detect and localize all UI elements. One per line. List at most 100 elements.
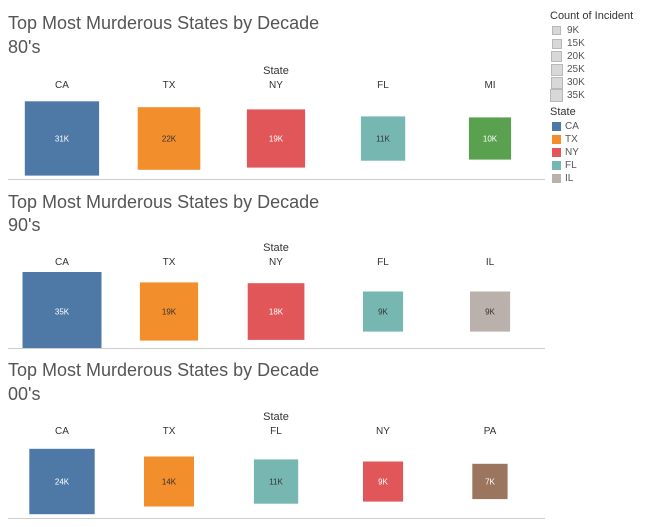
category-label: FL [377,257,389,268]
chart-title: Top Most Murderous States by Decade [8,13,320,33]
color-swatch [552,148,561,157]
chart-subtitle: 80's [8,37,41,57]
color-legend-label: IL [565,173,574,184]
category-label: IL [486,257,495,268]
data-label: 9K [378,478,388,487]
panel-divider [8,348,545,349]
square-mark[interactable] [139,282,199,341]
marks-svg: CA 24K TX 14K FL 11K NY 9K PA 7K [29,426,508,515]
size-legend-label: 25K [567,64,585,75]
square-mark[interactable] [468,117,512,160]
square-mark[interactable] [29,448,95,515]
size-legend-label: 20K [567,51,585,62]
category-label: FL [270,426,282,437]
size-swatch [551,38,562,49]
data-label: 11K [269,478,283,487]
category-label: NY [376,426,390,437]
data-label: 9K [378,308,388,317]
size-legend-item[interactable]: 30K [550,76,655,89]
size-legend-item[interactable]: 9K [550,24,655,37]
chart-subtitle: 00's [8,384,41,404]
size-legend-label: 30K [567,77,585,88]
size-legend-label: 15K [567,38,585,49]
size-swatch-wrap [550,37,563,50]
size-legend-title: Count of Incident [550,10,634,22]
color-legend-label: NY [565,147,579,158]
category-label: TX [163,257,176,268]
color-swatch [552,135,561,144]
square-mark[interactable] [144,456,194,507]
legend: Count of Incident 9K 15K 20K 25K 30K 35K Stat… [550,10,655,185]
size-legend-item[interactable]: 25K [550,63,655,76]
data-label: 19K [162,308,177,317]
square-mark[interactable] [137,107,201,170]
color-swatch [552,122,561,131]
category-label: CA [55,426,69,437]
data-label: 35K [55,308,70,317]
size-swatch-wrap [550,24,563,37]
color-legend-item[interactable]: CA [550,120,655,133]
data-label: 18K [269,308,284,317]
color-legend-label: FL [565,160,577,171]
column-axis-title: State [263,65,289,77]
column-axis-title: State [263,411,289,423]
panel-divider [8,518,545,519]
size-legend-item[interactable]: 35K [550,89,655,102]
square-mark[interactable] [22,272,102,349]
color-legend-label: TX [565,134,578,145]
data-label: 7K [485,478,495,487]
color-legend-item[interactable]: NY [550,146,655,159]
square-mark[interactable] [360,116,406,161]
panel-divider [8,179,545,180]
size-swatch-wrap [550,50,563,63]
size-swatch [550,76,563,89]
color-legend-item[interactable]: FL [550,159,655,172]
square-mark[interactable] [247,283,305,340]
size-legend-item[interactable]: 15K [550,37,655,50]
color-legend-item[interactable]: IL [550,172,655,185]
data-label: 19K [269,135,284,144]
square-mark[interactable] [363,461,404,502]
category-label: NY [269,257,283,268]
size-swatch-wrap [550,63,563,76]
category-label: TX [163,426,176,437]
category-label: CA [55,80,69,91]
data-label: 24K [55,478,70,487]
square-mark[interactable] [363,291,404,332]
square-mark[interactable] [24,101,100,176]
square-mark[interactable] [472,463,508,500]
data-label: 22K [162,135,177,144]
size-swatch [550,89,563,102]
chart-subtitle: 90's [8,215,41,235]
chart-title: Top Most Murderous States by Decade [8,360,320,380]
category-label: TX [163,80,176,91]
data-label: 11K [376,135,390,144]
square-mark[interactable] [246,109,306,168]
size-legend-label: 35K [567,90,585,101]
category-label: NY [269,80,283,91]
size-swatch-wrap [550,89,563,102]
data-label: 31K [55,135,70,144]
square-mark[interactable] [253,459,299,504]
size-swatch [550,63,563,76]
category-label: PA [484,426,497,437]
color-swatch [552,174,561,183]
column-axis-title: State [263,242,289,254]
size-swatch-wrap [550,76,563,89]
square-mark[interactable] [470,291,511,332]
chart-title: Top Most Murderous States by Decade [8,192,320,212]
category-label: CA [55,257,69,268]
color-legend-item[interactable]: TX [550,133,655,146]
size-swatch [551,51,562,62]
data-label: 14K [162,478,177,487]
size-legend-item[interactable]: 20K [550,50,655,63]
category-label: FL [377,80,389,91]
data-label: 9K [485,308,495,317]
color-legend-label: CA [565,121,579,132]
size-swatch [552,26,561,35]
color-legend: CA TX NY FL IL [550,120,655,185]
marks-svg: CA 35K TX 19K NY 18K FL 9K IL 9K [22,257,511,349]
size-legend-label: 9K [567,25,580,36]
color-swatch [552,161,561,170]
data-label: 10K [483,135,498,144]
